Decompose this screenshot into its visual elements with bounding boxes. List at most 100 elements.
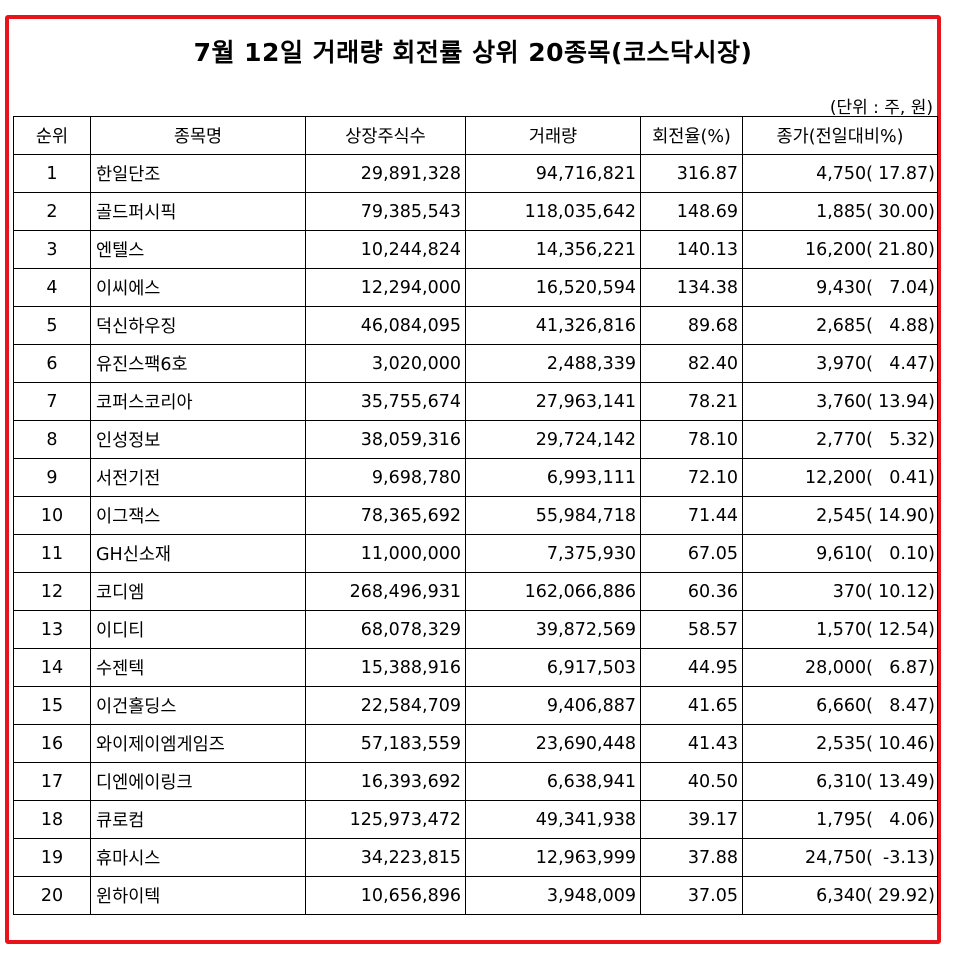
close-price-value: 1,885( (816, 201, 873, 222)
volume-cell: 2,488,339 (465, 344, 641, 383)
close-price-cell: 2,535(10.46) (742, 724, 938, 763)
turnover-cell: 316.87 (640, 154, 743, 193)
close-price-cell: 2,770(5.32) (742, 420, 938, 459)
turnover-cell: 140.13 (640, 230, 743, 269)
close-price-cell: 3,970(4.47) (742, 344, 938, 383)
close-price-cell: 12,200(0.41) (742, 458, 938, 497)
close-price-value: 2,685( (816, 315, 873, 336)
table-row: 2 골드퍼시픽 79,385,543 118,035,642 148.69 1,885(3… (13, 192, 938, 231)
listed-shares-cell: 22,584,709 (305, 686, 466, 725)
change-percent-value: -3.13) (882, 847, 935, 868)
change-percent-value: 8.47) (889, 695, 935, 716)
change-percent-value: 4.88) (889, 315, 935, 336)
rank-cell: 8 (13, 420, 91, 459)
change-percent-value: 0.10) (889, 543, 935, 564)
rank-cell: 6 (13, 344, 91, 383)
stock-name-cell: 한일단조 (90, 154, 306, 193)
close-price-cell: 3,760(13.94) (742, 382, 938, 421)
rank-cell: 3 (13, 230, 91, 269)
listed-shares-cell: 11,000,000 (305, 534, 466, 573)
table-row: 13 이디티 68,078,329 39,872,569 58.57 1,570(12.5… (13, 610, 938, 649)
listed-shares-cell: 3,020,000 (305, 344, 466, 383)
table-row: 19 휴마시스 34,223,815 12,963,999 37.88 24,750(-3… (13, 838, 938, 877)
table-row: 15 이건홀딩스 22,584,709 9,406,887 41.65 6,660(8.4… (13, 686, 938, 725)
rank-cell: 10 (13, 496, 91, 535)
stock-name-cell: 코디엠 (90, 572, 306, 611)
close-price-cell: 24,750(-3.13) (742, 838, 938, 877)
change-percent-value: 0.41) (889, 467, 935, 488)
stock-name-cell: 인성정보 (90, 420, 306, 459)
listed-shares-cell: 46,084,095 (305, 306, 466, 345)
close-price-value: 3,760( (816, 391, 873, 412)
stock-name-cell: 서전기전 (90, 458, 306, 497)
volume-cell: 49,341,938 (465, 800, 641, 839)
turnover-cell: 78.21 (640, 382, 743, 421)
change-percent-value: 13.49) (878, 771, 935, 792)
header-close-price: 종가(전일대비%) (742, 116, 938, 155)
turnover-cell: 134.38 (640, 268, 743, 307)
stock-name-cell: 휴마시스 (90, 838, 306, 877)
rank-cell: 13 (13, 610, 91, 649)
rank-cell: 19 (13, 838, 91, 877)
listed-shares-cell: 16,393,692 (305, 762, 466, 801)
table-row: 7 코퍼스코리아 35,755,674 27,963,141 78.21 3,760(13… (13, 382, 938, 421)
close-price-value: 2,770( (816, 429, 873, 450)
stock-name-cell: 디엔에이링크 (90, 762, 306, 801)
stock-name-cell: 윈하이텍 (90, 876, 306, 915)
turnover-cell: 41.65 (640, 686, 743, 725)
listed-shares-cell: 68,078,329 (305, 610, 466, 649)
turnover-cell: 58.57 (640, 610, 743, 649)
volume-cell: 16,520,594 (465, 268, 641, 307)
table-row: 12 코디엠 268,496,931 162,066,886 60.36 370(10.1… (13, 572, 938, 611)
volume-cell: 27,963,141 (465, 382, 641, 421)
stock-name-cell: 덕신하우징 (90, 306, 306, 345)
close-price-cell: 1,570(12.54) (742, 610, 938, 649)
stock-name-cell: 골드퍼시픽 (90, 192, 306, 231)
close-price-value: 1,570( (816, 619, 873, 640)
change-percent-value: 7.04) (889, 277, 935, 298)
stock-name-cell: 코퍼스코리아 (90, 382, 306, 421)
volume-cell: 118,035,642 (465, 192, 641, 231)
close-price-cell: 6,340(29.92) (742, 876, 938, 915)
volume-cell: 6,993,111 (465, 458, 641, 497)
close-price-value: 28,000( (804, 657, 873, 678)
rank-cell: 20 (13, 876, 91, 915)
rank-cell: 18 (13, 800, 91, 839)
turnover-cell: 78.10 (640, 420, 743, 459)
volume-cell: 9,406,887 (465, 686, 641, 725)
rank-cell: 12 (13, 572, 91, 611)
turnover-cell: 41.43 (640, 724, 743, 763)
stock-name-cell: 와이제이엠게임즈 (90, 724, 306, 763)
change-percent-value: 17.87) (878, 163, 935, 184)
ranking-table: 순위 종목명 상장주식수 거래량 회전율(%) 종가(전일대비%) 1 한일단조 2… (13, 116, 938, 915)
listed-shares-cell: 79,385,543 (305, 192, 466, 231)
listed-shares-cell: 57,183,559 (305, 724, 466, 763)
stock-name-cell: 이씨에스 (90, 268, 306, 307)
stock-name-cell: 큐로컴 (90, 800, 306, 839)
rank-cell: 11 (13, 534, 91, 573)
change-percent-value: 12.54) (878, 619, 935, 640)
rank-cell: 1 (13, 154, 91, 193)
listed-shares-cell: 9,698,780 (305, 458, 466, 497)
volume-cell: 41,326,816 (465, 306, 641, 345)
rank-cell: 14 (13, 648, 91, 687)
close-price-value: 16,200( (804, 239, 873, 260)
turnover-cell: 82.40 (640, 344, 743, 383)
table-body: 1 한일단조 29,891,328 94,716,821 316.87 4,750(17.… (13, 154, 938, 915)
rank-cell: 2 (13, 192, 91, 231)
document-frame: 7월 12일 거래량 회전률 상위 20종목(코스닥시장) (단위 : 주, 원… (5, 15, 941, 944)
turnover-cell: 37.05 (640, 876, 743, 915)
volume-cell: 3,948,009 (465, 876, 641, 915)
close-price-cell: 370(10.12) (742, 572, 938, 611)
close-price-cell: 9,430(7.04) (742, 268, 938, 307)
stock-name-cell: 수젠텍 (90, 648, 306, 687)
close-price-cell: 2,685( 4.88) (742, 306, 938, 345)
stock-name-cell: GH신소재 (90, 534, 306, 573)
close-price-value: 3,970( (816, 353, 873, 374)
table-row: 18 큐로컴 125,973,472 49,341,938 39.17 1,795(4.0… (13, 800, 938, 839)
close-price-cell: 6,660(8.47) (742, 686, 938, 725)
close-price-cell: 1,795(4.06) (742, 800, 938, 839)
turnover-cell: 148.69 (640, 192, 743, 231)
listed-shares-cell: 10,656,896 (305, 876, 466, 915)
volume-cell: 23,690,448 (465, 724, 641, 763)
